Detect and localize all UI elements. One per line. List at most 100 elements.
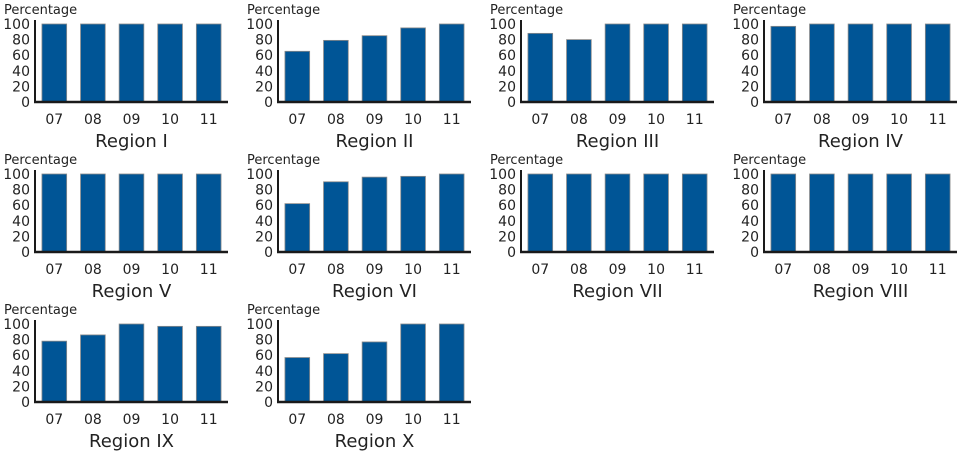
x-tick-label: 10	[161, 112, 179, 128]
bar	[604, 23, 631, 103]
bar	[681, 23, 708, 103]
y-tick-label: 40	[255, 364, 273, 380]
y-tick-label: 80	[741, 183, 759, 199]
bar	[924, 23, 951, 103]
y-axis-label: Percentage	[4, 303, 77, 318]
bar	[284, 50, 311, 103]
y-tick-label: 20	[741, 229, 759, 245]
y-axis-label: Percentage	[247, 303, 320, 318]
y-tick-label: 100	[246, 167, 273, 183]
x-tick-label: 10	[890, 112, 908, 128]
y-tick-label: 20	[255, 379, 273, 395]
panel-title: Region VIII	[813, 281, 909, 302]
x-tick-label: 10	[161, 412, 179, 428]
bar	[770, 173, 797, 253]
y-tick-label: 20	[741, 79, 759, 95]
x-tick-label: 08	[813, 112, 831, 128]
bar	[438, 23, 465, 103]
bar	[41, 173, 68, 253]
x-tick-label: 08	[813, 262, 831, 278]
x-tick-label: 09	[123, 112, 141, 128]
y-tick-label: 0	[21, 95, 30, 111]
bar	[643, 23, 669, 103]
y-tick-label: 40	[12, 364, 30, 380]
bar	[157, 325, 183, 403]
bar	[886, 173, 912, 253]
bar	[118, 323, 145, 403]
y-tick-label: 60	[12, 198, 30, 214]
x-tick-label: 11	[686, 112, 704, 128]
x-tick-label: 08	[570, 262, 588, 278]
bar	[195, 23, 222, 103]
bar	[681, 173, 708, 253]
y-tick-label: 60	[498, 48, 516, 64]
y-tick-label: 100	[732, 167, 759, 183]
y-tick-label: 0	[264, 245, 273, 261]
y-tick-label: 100	[489, 167, 516, 183]
y-tick-label: 80	[255, 33, 273, 49]
x-tick-label: 09	[852, 262, 870, 278]
panel-title: Region VI	[332, 281, 417, 302]
y-axis-label: Percentage	[733, 3, 806, 18]
bar	[284, 203, 311, 253]
bar	[323, 353, 349, 403]
y-tick-label: 0	[21, 245, 30, 261]
y-axis-label: Percentage	[490, 153, 563, 168]
y-tick-label: 40	[12, 64, 30, 80]
y-tick-label: 40	[741, 214, 759, 230]
y-tick-label: 60	[255, 348, 273, 364]
x-tick-label: 09	[852, 112, 870, 128]
y-tick-label: 40	[498, 64, 516, 80]
x-tick-label: 10	[647, 112, 665, 128]
y-axis-label: Percentage	[247, 3, 320, 18]
y-tick-label: 60	[12, 48, 30, 64]
bar	[195, 173, 222, 253]
y-tick-label: 20	[12, 79, 30, 95]
bar	[809, 23, 835, 103]
bar	[118, 23, 145, 103]
y-tick-label: 20	[12, 379, 30, 395]
bar	[80, 334, 106, 403]
x-tick-label: 07	[531, 112, 549, 128]
y-tick-label: 80	[12, 33, 30, 49]
y-tick-label: 20	[255, 79, 273, 95]
x-tick-label: 07	[288, 262, 306, 278]
y-tick-label: 0	[507, 95, 516, 111]
x-tick-label: 09	[609, 112, 627, 128]
y-tick-label: 40	[255, 214, 273, 230]
bar	[323, 39, 349, 103]
y-tick-label: 100	[489, 17, 516, 33]
y-tick-label: 80	[12, 333, 30, 349]
panel-title: Region V	[92, 281, 172, 302]
x-tick-label: 11	[929, 112, 947, 128]
bar	[361, 176, 388, 253]
x-tick-label: 11	[200, 112, 218, 128]
bar	[80, 23, 106, 103]
x-tick-label: 09	[123, 412, 141, 428]
x-tick-label: 07	[45, 112, 63, 128]
x-tick-label: 11	[200, 412, 218, 428]
x-tick-label: 07	[774, 262, 792, 278]
bar	[643, 173, 669, 253]
panel-title: Region X	[335, 431, 415, 452]
panel-title: Region I	[95, 131, 168, 152]
x-tick-label: 10	[647, 262, 665, 278]
x-tick-label: 11	[200, 262, 218, 278]
x-tick-label: 10	[404, 112, 422, 128]
bar	[770, 25, 797, 103]
bar	[118, 173, 145, 253]
y-tick-label: 20	[12, 229, 30, 245]
y-tick-label: 0	[264, 95, 273, 111]
bar	[361, 341, 388, 403]
y-tick-label: 60	[255, 48, 273, 64]
x-tick-label: 11	[443, 262, 461, 278]
y-tick-label: 100	[246, 317, 273, 333]
y-tick-label: 20	[498, 79, 516, 95]
bar	[284, 357, 311, 403]
y-tick-label: 80	[255, 333, 273, 349]
